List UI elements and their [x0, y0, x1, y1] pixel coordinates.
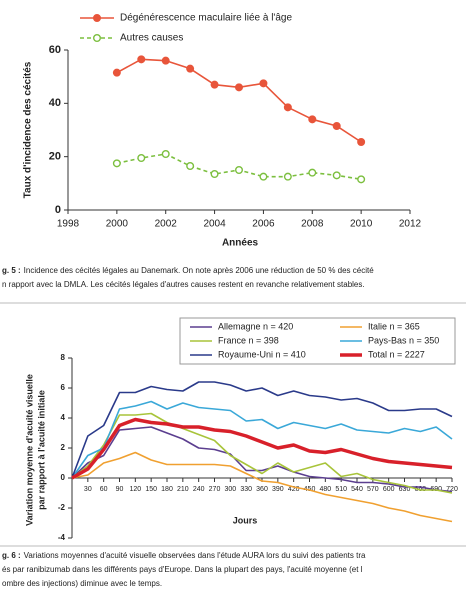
- series-line: [71, 426, 453, 493]
- x-tick-label: 330: [240, 486, 252, 493]
- data-point: [112, 68, 121, 77]
- x-tick-label: 2004: [203, 219, 226, 230]
- y-tick-label: 4: [61, 413, 66, 422]
- y-tick-label: 60: [49, 44, 61, 56]
- y-tick-label: 0: [61, 473, 66, 482]
- legend-label: Dégénérescence maculaire liée à l'âge: [120, 13, 292, 24]
- data-point: [186, 64, 195, 73]
- y-tick-label: -4: [58, 533, 66, 542]
- x-tick-label: 570: [367, 486, 379, 493]
- series-line: [71, 412, 453, 494]
- data-point: [259, 172, 268, 181]
- x-tick-label: 2006: [252, 219, 275, 230]
- x-tick-label: 360: [256, 486, 268, 493]
- caption-text: Incidence des cécités légales au Danemar…: [24, 266, 375, 275]
- y-tick-label: -2: [58, 503, 66, 512]
- legend-marker: [92, 13, 101, 22]
- caption-text: és par ranibizumab dans les différents p…: [2, 565, 363, 574]
- x-tick-label: 2012: [399, 219, 422, 230]
- series-line: [71, 400, 453, 479]
- legend-label: Total n = 2227: [368, 349, 425, 359]
- x-tick-label: 270: [209, 486, 221, 493]
- y-tick-label: 40: [49, 97, 61, 109]
- x-tick-label: 480: [319, 486, 331, 493]
- legend-label: Italie n = 365: [368, 321, 420, 331]
- data-point: [234, 83, 243, 92]
- legend-label: Autres causes: [120, 33, 183, 44]
- data-point: [332, 121, 341, 130]
- x-axis-label: Années: [222, 238, 259, 249]
- x-tick-label: 30: [84, 486, 92, 493]
- data-point: [234, 165, 243, 174]
- data-point: [210, 169, 219, 178]
- x-tick-label: 120: [129, 486, 141, 493]
- legend-label: Allemagne n = 420: [218, 321, 293, 331]
- x-tick-label: 240: [193, 486, 205, 493]
- caption-label: g. 6 :: [2, 551, 21, 560]
- x-tick-label: 510: [335, 486, 347, 493]
- x-tick-label: 420: [288, 486, 300, 493]
- x-tick-label: 540: [351, 486, 363, 493]
- x-tick-label: 90: [116, 486, 124, 493]
- x-tick-label: 630: [399, 486, 411, 493]
- x-tick-label: 300: [224, 486, 236, 493]
- caption-text: Variations moyennes d'acuité visuelle ob…: [24, 551, 366, 560]
- y-axis-label: Taux d'incidence des cécités: [23, 61, 34, 198]
- data-point: [112, 159, 121, 168]
- legend-label: Pays-Bas n = 350: [368, 335, 439, 345]
- y-tick-label: 2: [61, 443, 66, 452]
- legend-marker: [92, 34, 101, 43]
- series-line: [71, 381, 453, 479]
- x-tick-label: 2008: [301, 219, 324, 230]
- series-line: [71, 417, 453, 480]
- x-tick-label: 2010: [350, 219, 373, 230]
- x-tick-label: 390: [272, 486, 284, 493]
- data-point: [357, 137, 366, 146]
- data-point: [161, 56, 170, 65]
- data-point: [259, 79, 268, 88]
- caption-text: n rapport avec la DMLA. Les cécités léga…: [2, 280, 365, 289]
- data-point: [308, 168, 317, 177]
- data-point: [283, 103, 292, 112]
- y-axis-label: Variation moyenne d'acuité visuelle: [24, 374, 34, 526]
- data-point: [137, 153, 146, 162]
- x-tick-label: 720: [446, 486, 458, 493]
- caption-label: g. 5 :: [2, 266, 21, 275]
- legend-label: Royaume-Uni n = 410: [218, 349, 306, 359]
- y-axis-label: par rapport à l'acuité initiale: [36, 390, 46, 510]
- y-tick-label: 0: [55, 204, 61, 216]
- x-tick-label: 2000: [106, 219, 129, 230]
- x-tick-label: 210: [177, 486, 189, 493]
- legend-box: [179, 317, 456, 365]
- x-tick-label: 2002: [155, 219, 178, 230]
- x-tick-label: 600: [383, 486, 395, 493]
- series-line: [116, 58, 362, 143]
- y-tick-label: 8: [61, 353, 66, 362]
- data-point: [308, 115, 317, 124]
- x-tick-label: 150: [145, 486, 157, 493]
- data-point: [137, 55, 146, 64]
- data-point: [332, 171, 341, 180]
- data-point: [161, 149, 170, 158]
- x-tick-label: 60: [100, 486, 108, 493]
- x-axis-label: Jours: [233, 515, 258, 525]
- series-line: [71, 451, 453, 523]
- y-tick-label: 6: [61, 383, 66, 392]
- x-tick-label: 180: [161, 486, 173, 493]
- data-point: [283, 172, 292, 181]
- data-point: [210, 80, 219, 89]
- data-point: [357, 175, 366, 184]
- legend-label: France n = 398: [218, 335, 279, 345]
- data-point: [186, 161, 195, 170]
- caption-text: ombre des injections) diminue avec le te…: [2, 579, 162, 588]
- y-tick-label: 20: [49, 151, 61, 163]
- x-tick-label: 1998: [57, 219, 80, 230]
